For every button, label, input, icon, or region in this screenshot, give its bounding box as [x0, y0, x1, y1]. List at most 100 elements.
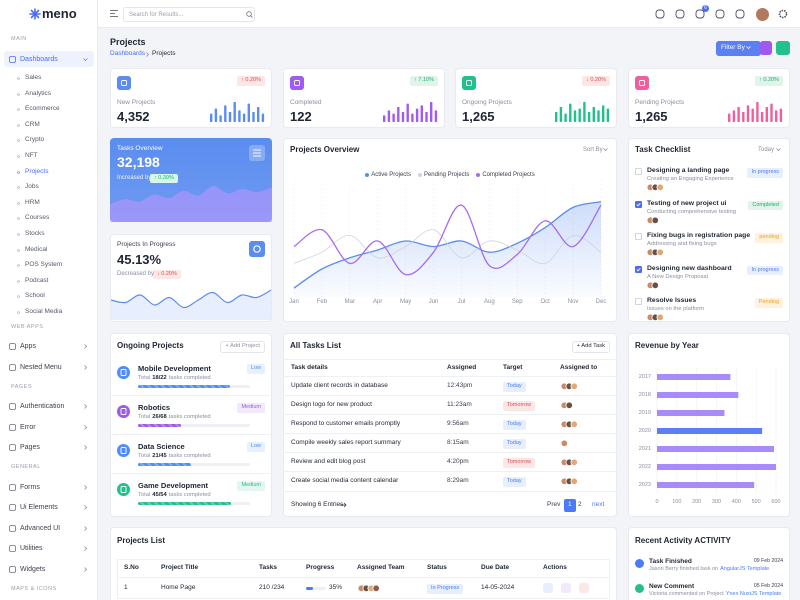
x-tick-label: Mar [344, 299, 355, 305]
sidebar-item[interactable]: Forms [20, 483, 40, 491]
bullet-dot [17, 217, 20, 221]
stat-label: Completed [290, 99, 322, 106]
header-icon-shape [715, 9, 725, 19]
chevron [776, 147, 781, 151]
checkbox [635, 298, 642, 305]
sidebar-subitem[interactable]: HRM [25, 198, 40, 206]
add-project-button[interactable]: + Add Project [220, 341, 265, 353]
chevron [84, 445, 88, 450]
sparkline-bar [578, 108, 581, 122]
activity-link[interactable]: Ynex NuxtJS Template [725, 591, 782, 597]
menu-icon-shape [9, 343, 16, 350]
stat-icon [290, 76, 304, 90]
action-button[interactable] [579, 583, 589, 593]
add-task-button[interactable]: + Add Task [571, 341, 610, 353]
chevron [746, 46, 751, 50]
page-link[interactable]: next [592, 501, 605, 508]
sidebar-item[interactable]: Utilities [20, 545, 43, 553]
sidebar-subitem[interactable]: Projects [25, 167, 49, 175]
page-link[interactable]: Prev [547, 501, 561, 508]
header-icon [695, 9, 705, 19]
task-title: Fixing bugs in registration page [647, 232, 751, 239]
legend-dot [365, 173, 370, 177]
sidebar-item[interactable]: Ui Elements [20, 504, 58, 512]
summary-count: 18/22 [152, 375, 167, 381]
sidebar-item[interactable]: Pages [20, 444, 40, 452]
sidebar-subitem[interactable]: NFT [25, 152, 38, 159]
sparkline-bar [425, 112, 428, 122]
sparkline-bar [224, 105, 227, 122]
stat-icon [117, 76, 131, 90]
summary-suffix: tasks completed [168, 414, 211, 420]
avatar-group [560, 401, 573, 409]
avatar-group [357, 584, 380, 592]
sidebar-subitem[interactable]: Crypto [25, 136, 45, 144]
breadcrumb-link[interactable]: Dashboards [110, 50, 146, 57]
sidebar-subitem[interactable]: Stocks [25, 230, 45, 237]
sidebar-item[interactable]: Authentication [20, 403, 65, 411]
sidebar-item[interactable]: Nested Menu [20, 363, 62, 371]
stat-icon-glyph [466, 80, 472, 86]
search-box[interactable] [123, 7, 255, 22]
activity-desc: Victoria commented on Project [649, 591, 724, 597]
task-target: Today [503, 420, 526, 430]
sparkline-bar [606, 108, 610, 122]
sidebar-subitem[interactable]: Social Media [25, 308, 63, 315]
filter-dropdown[interactable]: Today [758, 146, 775, 153]
sidebar-item[interactable]: Dashboards [20, 55, 58, 63]
filter-button[interactable]: Filter By [716, 41, 761, 56]
sparkline [728, 102, 783, 122]
sidebar-item[interactable]: Widgets [20, 565, 46, 573]
column-header: Assigned to [560, 364, 598, 371]
header-icon-shape [655, 9, 665, 19]
page-title: Projects [110, 37, 146, 47]
column-header: Assigned Team [357, 564, 405, 571]
sidebar-item[interactable]: Apps [20, 343, 36, 351]
bullet [17, 92, 20, 96]
legend-item: Completed Projects [476, 172, 535, 178]
checkbox-check [636, 267, 641, 271]
sidebar-subitem[interactable]: Ecommerce [25, 105, 60, 113]
sidebar-subitem[interactable]: Podcast [25, 276, 49, 284]
task-subtitle: Issues on the platform [647, 306, 705, 312]
sidebar-item[interactable]: Advanced UI [20, 524, 61, 532]
sidebar-subitem[interactable]: Sales [25, 74, 42, 81]
activity-link[interactable]: AngularJS Template [720, 566, 770, 572]
card-icon [249, 241, 265, 257]
x-tick-label: Jun [428, 299, 439, 305]
sidebar-item[interactable]: Error [20, 423, 36, 431]
avatar [570, 382, 578, 390]
stat-label: New Projects [117, 99, 156, 106]
stat-icon-glyph [294, 80, 300, 86]
bullet-dot [17, 311, 20, 314]
action-button[interactable] [561, 583, 571, 593]
page-link[interactable]: 2 [578, 501, 582, 508]
task-time: 9:56am [447, 420, 469, 427]
sidebar-subitem[interactable]: Medical [25, 245, 48, 253]
avatar-group [560, 439, 568, 447]
avatar [570, 477, 578, 485]
sidebar-subitem[interactable]: CRM [25, 120, 40, 128]
logo[interactable]: meno [42, 6, 77, 21]
project-title: Home Page [161, 584, 196, 591]
sidebar-subitem[interactable]: School [25, 292, 45, 300]
sparkline-bar [592, 107, 595, 122]
menu-icon [9, 444, 16, 451]
share-button[interactable] [776, 41, 790, 55]
avatar-group [646, 313, 664, 321]
sparkline-bar [770, 103, 773, 122]
sidebar-subitem[interactable]: Courses [25, 214, 50, 222]
action-button[interactable] [543, 583, 553, 593]
sort-dropdown[interactable]: Sort By [583, 146, 603, 153]
sidebar-subitem[interactable]: Jobs [25, 183, 39, 191]
table-rule [283, 491, 617, 492]
sidebar-subitem[interactable]: POS System [25, 261, 63, 269]
sidebar-subitem[interactable]: Analytics [25, 89, 52, 97]
page-link[interactable]: 1 [564, 499, 576, 512]
export-button[interactable] [760, 41, 772, 55]
task-time: 11:23am [447, 401, 472, 408]
summary-label: Total [138, 414, 151, 420]
sparkline-bar [387, 110, 391, 122]
caption: Increased by [117, 175, 152, 181]
column-header: Status [427, 564, 447, 571]
